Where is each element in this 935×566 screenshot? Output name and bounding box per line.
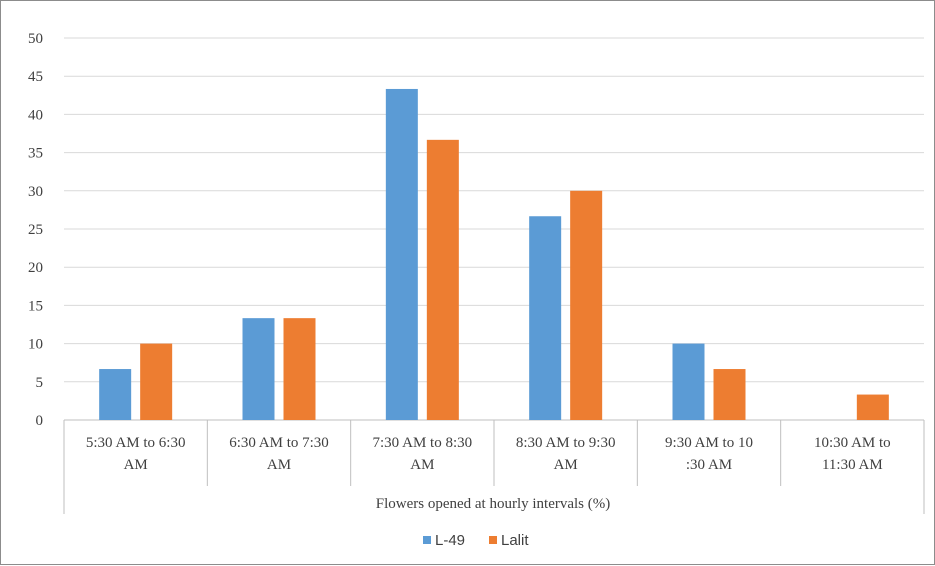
y-tick-label: 40 — [28, 107, 43, 123]
legend: L-49 Lalit — [423, 532, 529, 549]
x-tick-label: 10:30 AM to 11:30 AM — [814, 435, 891, 473]
bar-lalit-3 — [426, 139, 459, 421]
legend-swatch — [489, 536, 497, 544]
gridlines — [64, 37, 924, 421]
bar-lalit-2 — [283, 318, 316, 420]
bar-l-49-2 — [242, 318, 275, 420]
x-tick-label: 7:30 AM to 8:30 AM — [373, 435, 473, 473]
bar-lalit-4 — [570, 190, 603, 420]
y-tick-label: 20 — [28, 260, 43, 276]
y-axis-ticks: 0 5 10 15 20 25 30 35 40 45 50 — [28, 31, 43, 429]
bar-l-49-3 — [385, 88, 418, 420]
x-axis-label: Flowers opened at hourly intervals (%) — [376, 496, 611, 512]
bar-l-49-5 — [672, 343, 705, 420]
bar-lalit-5 — [713, 369, 746, 420]
bar-lalit-6 — [856, 394, 889, 420]
category-axis: 5:30 AM to 6:30 AM 6:30 AM to 7:30 AM 7:30 A… — [63, 420, 925, 514]
bar-l-49-4 — [529, 216, 562, 420]
x-tick-label: 5:30 AM to 6:30 AM — [86, 435, 186, 473]
y-tick-label: 50 — [28, 31, 43, 47]
bars — [99, 88, 889, 421]
y-tick-label: 30 — [28, 184, 43, 200]
x-tick-label: 8:30 AM to 9:30 AM — [516, 435, 616, 473]
x-tick-label: 6:30 AM to 7:30 AM — [229, 435, 329, 473]
bar-lalit-1 — [140, 343, 173, 420]
y-tick-label: 0 — [36, 413, 44, 429]
y-tick-label: 35 — [28, 146, 43, 162]
legend-swatch — [423, 536, 431, 544]
y-tick-label: 45 — [28, 69, 43, 85]
bar-l-49-1 — [99, 369, 132, 420]
y-tick-label: 10 — [28, 337, 43, 353]
legend-label: Lalit — [501, 532, 529, 549]
y-tick-label: 15 — [28, 298, 43, 314]
x-tick-label: 9:30 AM to 10:30 AM — [665, 435, 753, 473]
y-tick-label: 5 — [36, 375, 44, 391]
legend-label: L-49 — [435, 532, 465, 549]
y-tick-label: 25 — [28, 222, 43, 238]
